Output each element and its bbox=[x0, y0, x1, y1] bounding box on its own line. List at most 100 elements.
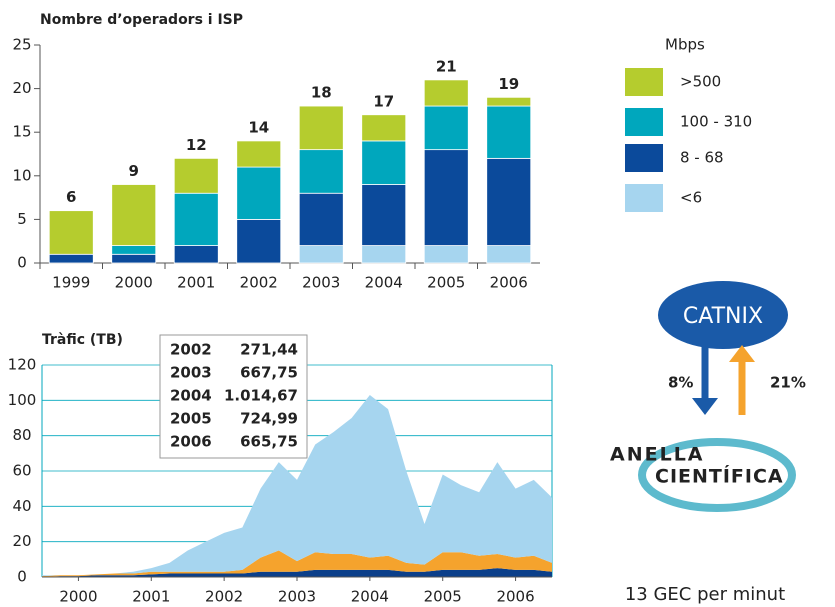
y-tick-label: 25 bbox=[12, 36, 31, 54]
bar-segment bbox=[423, 79, 469, 107]
y-tick-label: 0 bbox=[17, 568, 27, 586]
bar-segment bbox=[423, 149, 469, 246]
bar-segment bbox=[48, 210, 94, 255]
legend-label: 100 - 310 bbox=[680, 113, 752, 131]
legend-swatch bbox=[625, 184, 663, 212]
y-tick-label: 80 bbox=[12, 426, 31, 444]
total-label: 12 bbox=[186, 136, 207, 154]
x-tick-label: 2002 bbox=[205, 588, 243, 606]
bar-segment bbox=[236, 140, 282, 168]
anella-text: CIENTÍFICA bbox=[655, 465, 784, 488]
legend-title: Mbps bbox=[665, 36, 705, 54]
bar-segment bbox=[111, 184, 157, 246]
bar-segment bbox=[173, 157, 219, 194]
y-tick-label: 20 bbox=[12, 79, 31, 97]
legend-swatch bbox=[625, 68, 663, 96]
y-tick-label: 40 bbox=[12, 497, 31, 515]
x-tick-label: 1999 bbox=[52, 274, 90, 292]
bar-segment bbox=[48, 253, 94, 264]
bar-segment bbox=[298, 245, 344, 264]
table-value: 665,75 bbox=[240, 433, 298, 451]
bar-segment bbox=[173, 192, 219, 246]
total-label: 21 bbox=[436, 57, 457, 75]
bar-segment bbox=[361, 140, 407, 185]
arrow-head bbox=[692, 398, 718, 415]
y-tick-label: 15 bbox=[12, 123, 31, 141]
x-tick-label: 2005 bbox=[427, 274, 465, 292]
y-tick-label: 60 bbox=[12, 462, 31, 480]
up-label: 21% bbox=[770, 374, 806, 392]
x-tick-label: 2006 bbox=[496, 588, 534, 606]
legend-swatch bbox=[625, 144, 663, 172]
x-tick-label: 2000 bbox=[115, 274, 153, 292]
x-tick-label: 2004 bbox=[365, 274, 403, 292]
x-tick-label: 2001 bbox=[132, 588, 170, 606]
area bbox=[42, 550, 552, 577]
bar-segment bbox=[486, 105, 532, 159]
x-tick-label: 2002 bbox=[240, 274, 278, 292]
total-label: 6 bbox=[66, 188, 76, 206]
bar-segment bbox=[236, 218, 282, 264]
total-label: 14 bbox=[248, 118, 269, 136]
area-plot bbox=[41, 364, 553, 578]
caption: 13 GEC per minut bbox=[625, 584, 785, 605]
table-value: 667,75 bbox=[240, 364, 298, 382]
bar-segment bbox=[423, 245, 469, 264]
x-tick-label: 2006 bbox=[490, 274, 528, 292]
bar-segment bbox=[361, 114, 407, 142]
chart-title: Tràfic (TB) bbox=[42, 332, 123, 348]
y-tick-label: 20 bbox=[12, 532, 31, 550]
y-tick-label: 100 bbox=[8, 391, 37, 409]
legend-label: <6 bbox=[680, 189, 702, 207]
x-tick-label: 2004 bbox=[351, 588, 389, 606]
total-label: 18 bbox=[311, 84, 332, 102]
bar-segment bbox=[173, 245, 219, 264]
arrow-head bbox=[729, 345, 755, 362]
bar-segment bbox=[486, 245, 532, 264]
table-year: 2005 bbox=[170, 410, 212, 428]
anella-ring bbox=[638, 438, 796, 512]
table-value: 724,99 bbox=[240, 410, 298, 428]
legend-label: >500 bbox=[680, 73, 721, 91]
bar-segment bbox=[423, 105, 469, 151]
total-label: 19 bbox=[498, 75, 519, 93]
x-tick-label: 2000 bbox=[59, 588, 97, 606]
legend-label: 8 - 68 bbox=[680, 149, 724, 167]
down-label: 8% bbox=[668, 374, 693, 392]
bar-segment bbox=[298, 105, 344, 151]
area bbox=[42, 395, 552, 577]
anella-text: ANELLA bbox=[610, 444, 705, 466]
area bbox=[42, 568, 552, 577]
bar-segment bbox=[298, 149, 344, 194]
table-year: 2002 bbox=[170, 341, 212, 359]
y-tick-label: 120 bbox=[8, 356, 37, 374]
table-year: 2004 bbox=[170, 387, 212, 405]
bar-segment bbox=[361, 184, 407, 246]
table-value: 271,44 bbox=[240, 341, 298, 359]
catnix-logo bbox=[658, 281, 788, 349]
y-tick-label: 10 bbox=[12, 166, 31, 184]
table-value: 1.014,67 bbox=[224, 387, 298, 405]
logo-text: CATNIX bbox=[683, 304, 763, 329]
legend-swatch bbox=[625, 108, 663, 136]
y-tick-label: 5 bbox=[17, 210, 27, 228]
total-label: 9 bbox=[129, 162, 139, 180]
chart-title: Nombre d’operadors i ISP bbox=[40, 12, 243, 28]
x-tick-label: 2005 bbox=[424, 588, 462, 606]
bar-segment bbox=[111, 253, 157, 264]
total-label: 17 bbox=[373, 92, 394, 110]
bar-segment bbox=[361, 245, 407, 264]
x-tick-label: 2003 bbox=[302, 274, 340, 292]
bar-segment bbox=[111, 245, 157, 255]
bar-segment bbox=[298, 192, 344, 246]
x-tick-label: 2003 bbox=[278, 588, 316, 606]
y-tick-label: 0 bbox=[17, 254, 27, 272]
bar-segment bbox=[236, 166, 282, 220]
bar-segment bbox=[486, 96, 532, 107]
x-tick-label: 2001 bbox=[177, 274, 215, 292]
table-box bbox=[159, 334, 308, 459]
table-year: 2003 bbox=[170, 364, 212, 382]
table-year: 2006 bbox=[170, 433, 212, 451]
bar-segment bbox=[486, 157, 532, 246]
